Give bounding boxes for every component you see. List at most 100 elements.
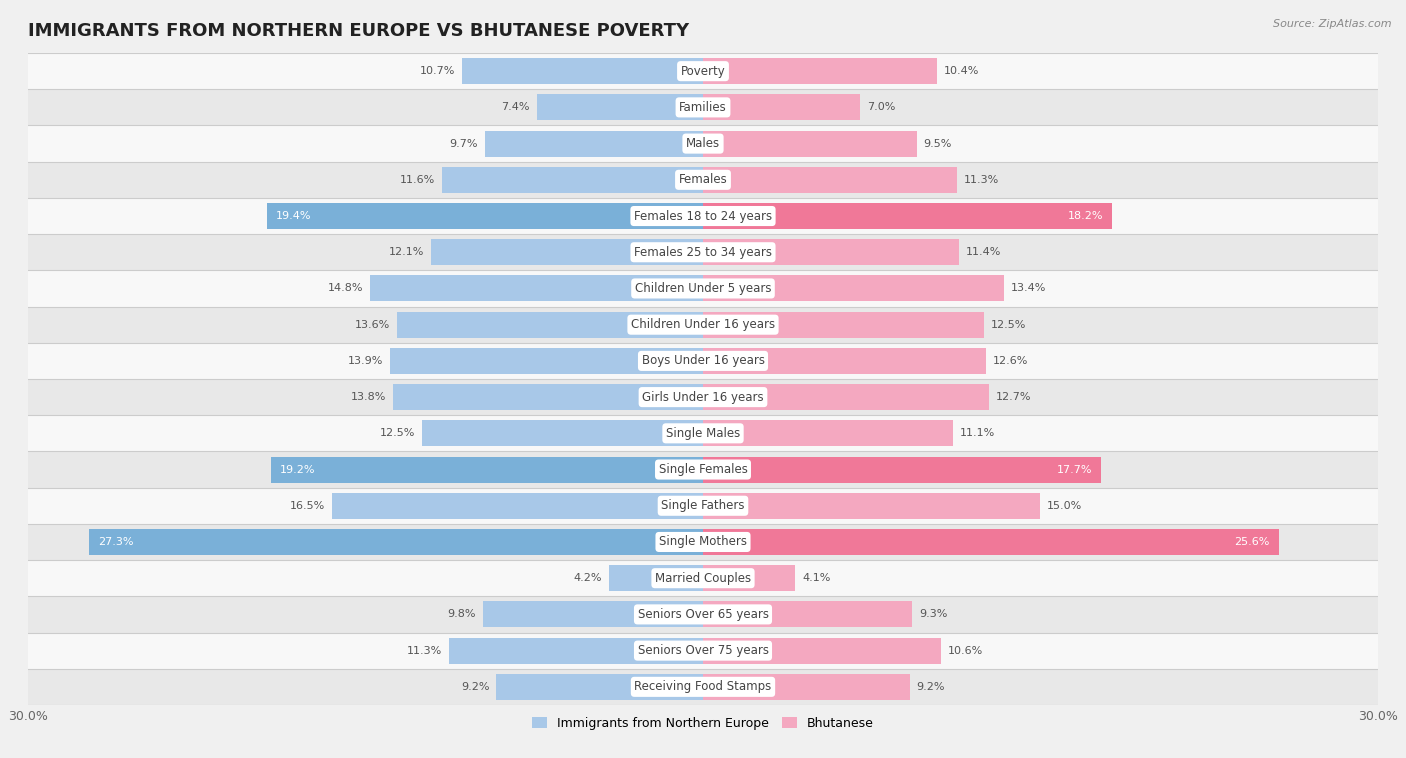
Bar bbox=[703, 130, 917, 157]
Text: Girls Under 16 years: Girls Under 16 years bbox=[643, 390, 763, 403]
Text: 27.3%: 27.3% bbox=[98, 537, 134, 547]
Text: 9.2%: 9.2% bbox=[917, 682, 945, 692]
Text: 12.5%: 12.5% bbox=[380, 428, 415, 438]
Text: 7.0%: 7.0% bbox=[868, 102, 896, 112]
Bar bbox=[28, 597, 1378, 632]
Text: Single Males: Single Males bbox=[666, 427, 740, 440]
Text: 14.8%: 14.8% bbox=[328, 283, 363, 293]
Bar bbox=[28, 161, 1378, 198]
Text: 12.5%: 12.5% bbox=[991, 320, 1026, 330]
Text: 9.2%: 9.2% bbox=[461, 682, 489, 692]
Bar bbox=[28, 271, 1378, 306]
Text: 12.7%: 12.7% bbox=[995, 392, 1031, 402]
Text: Poverty: Poverty bbox=[681, 64, 725, 77]
Text: 11.1%: 11.1% bbox=[959, 428, 994, 438]
Bar bbox=[28, 487, 1378, 524]
Text: 12.1%: 12.1% bbox=[388, 247, 425, 257]
Bar bbox=[89, 529, 703, 555]
Bar bbox=[28, 669, 1378, 705]
Text: Females 18 to 24 years: Females 18 to 24 years bbox=[634, 209, 772, 223]
Bar bbox=[28, 126, 1378, 161]
Bar bbox=[28, 632, 1378, 669]
Text: 9.8%: 9.8% bbox=[447, 609, 475, 619]
Bar bbox=[703, 674, 910, 700]
Text: Single Mothers: Single Mothers bbox=[659, 535, 747, 549]
Text: Source: ZipAtlas.com: Source: ZipAtlas.com bbox=[1274, 19, 1392, 29]
Bar bbox=[496, 674, 703, 700]
Bar bbox=[703, 94, 860, 121]
Text: 7.4%: 7.4% bbox=[502, 102, 530, 112]
Text: 25.6%: 25.6% bbox=[1234, 537, 1270, 547]
Bar bbox=[703, 240, 959, 265]
Bar bbox=[28, 343, 1378, 379]
Bar bbox=[28, 234, 1378, 271]
Bar bbox=[441, 167, 703, 193]
Bar bbox=[537, 94, 703, 121]
Text: 10.4%: 10.4% bbox=[943, 66, 979, 76]
Bar bbox=[703, 312, 984, 338]
Text: 9.7%: 9.7% bbox=[450, 139, 478, 149]
Bar bbox=[28, 452, 1378, 487]
Text: 16.5%: 16.5% bbox=[290, 501, 325, 511]
Text: 10.7%: 10.7% bbox=[420, 66, 456, 76]
Bar bbox=[28, 306, 1378, 343]
Text: 10.6%: 10.6% bbox=[948, 646, 983, 656]
Bar bbox=[28, 379, 1378, 415]
Text: 13.8%: 13.8% bbox=[350, 392, 385, 402]
Text: Males: Males bbox=[686, 137, 720, 150]
Text: 15.0%: 15.0% bbox=[1047, 501, 1083, 511]
Text: Females: Females bbox=[679, 174, 727, 186]
Bar bbox=[703, 58, 936, 84]
Text: 9.5%: 9.5% bbox=[924, 139, 952, 149]
Bar bbox=[703, 637, 942, 664]
Bar bbox=[370, 275, 703, 302]
Bar bbox=[28, 524, 1378, 560]
Bar bbox=[391, 348, 703, 374]
Text: Single Fathers: Single Fathers bbox=[661, 500, 745, 512]
Bar bbox=[28, 53, 1378, 89]
Bar bbox=[267, 203, 703, 229]
Bar bbox=[703, 203, 1112, 229]
Text: Seniors Over 75 years: Seniors Over 75 years bbox=[637, 644, 769, 657]
Bar bbox=[609, 565, 703, 591]
Text: 19.4%: 19.4% bbox=[276, 211, 311, 221]
Bar bbox=[703, 529, 1279, 555]
Text: 4.2%: 4.2% bbox=[574, 573, 602, 583]
Bar bbox=[463, 58, 703, 84]
Text: 19.2%: 19.2% bbox=[280, 465, 315, 475]
Bar bbox=[703, 275, 1004, 302]
Text: 11.3%: 11.3% bbox=[965, 175, 1000, 185]
Bar bbox=[430, 240, 703, 265]
Text: Children Under 16 years: Children Under 16 years bbox=[631, 318, 775, 331]
Bar bbox=[392, 384, 703, 410]
Bar bbox=[703, 456, 1101, 483]
Text: 11.3%: 11.3% bbox=[406, 646, 441, 656]
Text: 12.6%: 12.6% bbox=[993, 356, 1029, 366]
Bar bbox=[28, 415, 1378, 452]
Text: Single Females: Single Females bbox=[658, 463, 748, 476]
Text: Seniors Over 65 years: Seniors Over 65 years bbox=[637, 608, 769, 621]
Bar bbox=[396, 312, 703, 338]
Bar bbox=[703, 420, 953, 446]
Bar bbox=[703, 601, 912, 628]
Text: 13.4%: 13.4% bbox=[1011, 283, 1046, 293]
Text: 13.9%: 13.9% bbox=[349, 356, 384, 366]
Bar bbox=[271, 456, 703, 483]
Text: Boys Under 16 years: Boys Under 16 years bbox=[641, 355, 765, 368]
Text: 11.6%: 11.6% bbox=[401, 175, 436, 185]
Text: 9.3%: 9.3% bbox=[920, 609, 948, 619]
Text: Females 25 to 34 years: Females 25 to 34 years bbox=[634, 246, 772, 258]
Text: 18.2%: 18.2% bbox=[1069, 211, 1104, 221]
Bar bbox=[703, 493, 1040, 518]
Legend: Immigrants from Northern Europe, Bhutanese: Immigrants from Northern Europe, Bhutane… bbox=[527, 712, 879, 735]
Text: 4.1%: 4.1% bbox=[801, 573, 831, 583]
Bar bbox=[485, 130, 703, 157]
Text: Married Couples: Married Couples bbox=[655, 572, 751, 584]
Text: Families: Families bbox=[679, 101, 727, 114]
Bar bbox=[703, 348, 987, 374]
Bar bbox=[28, 89, 1378, 126]
Text: Receiving Food Stamps: Receiving Food Stamps bbox=[634, 681, 772, 694]
Text: IMMIGRANTS FROM NORTHERN EUROPE VS BHUTANESE POVERTY: IMMIGRANTS FROM NORTHERN EUROPE VS BHUTA… bbox=[28, 23, 689, 40]
Text: Children Under 5 years: Children Under 5 years bbox=[634, 282, 772, 295]
Bar bbox=[703, 384, 988, 410]
